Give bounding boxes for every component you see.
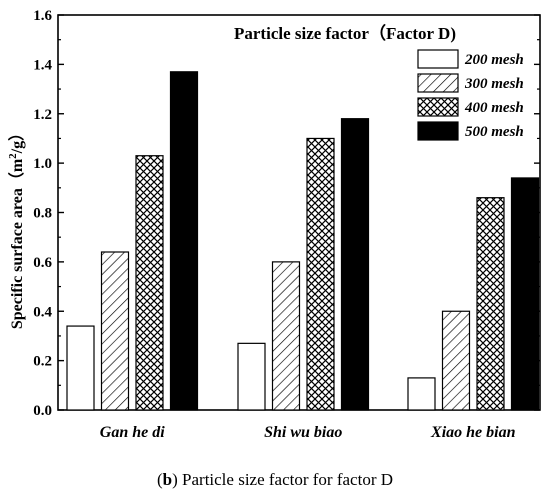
- caption-text: Particle size factor for factor D: [182, 470, 394, 489]
- bar-500-mesh-2: [510, 177, 540, 411]
- y-tick-label: 0.4: [33, 304, 52, 320]
- y-tick-label: 0.2: [33, 354, 52, 370]
- legend-label: 400 mesh: [464, 100, 524, 116]
- bar-400-mesh-1: [306, 137, 335, 411]
- bars-group: [66, 71, 540, 411]
- figure-caption: (b) Particle size factor for factor D: [156, 470, 394, 489]
- legend-swatch: [417, 97, 459, 117]
- legend-swatch: [417, 73, 459, 93]
- bar-400-mesh-0: [135, 155, 164, 411]
- legend: 200 mesh 300 mesh 400 mesh 500 mesh: [417, 49, 524, 141]
- y-tick-label: 1.6: [33, 8, 52, 24]
- bar-200-mesh-1: [237, 342, 266, 411]
- bar-500-mesh-1: [340, 118, 370, 411]
- bar-300-mesh-2: [441, 310, 471, 411]
- legend-swatch: [417, 121, 459, 141]
- bar-200-mesh-2: [407, 377, 436, 411]
- x-axis: Gan he di Shi wu biao Xiao he bian: [100, 424, 516, 441]
- bar-300-mesh-0: [100, 251, 130, 411]
- y-tick-label: 1.2: [33, 107, 52, 123]
- y-axis-label-unit: /g）: [8, 125, 26, 154]
- bar-300-mesh-1: [271, 261, 301, 411]
- y-tick-label: 1.0: [33, 156, 52, 172]
- y-tick-label: 0.0: [33, 403, 52, 419]
- y-axis: 0.0 0.2 0.4 0.6 0.8 1.0 1.2 1.4 1.6: [33, 8, 540, 419]
- x-category-label: Gan he di: [100, 424, 165, 441]
- legend-label: 300 mesh: [464, 76, 524, 92]
- y-axis-label-main: Specific surface area（m: [8, 158, 26, 329]
- y-axis-label: Specific surface area（m2/g）: [7, 125, 26, 329]
- legend-swatch: [417, 49, 459, 69]
- legend-label: 200 mesh: [464, 52, 524, 68]
- legend-label: 500 mesh: [465, 124, 524, 140]
- y-tick-label: 0.8: [33, 206, 52, 222]
- chart-title: Particle size factor（Factor D): [234, 23, 456, 43]
- bar-400-mesh-2: [476, 197, 505, 411]
- caption-tag: b: [162, 470, 173, 489]
- y-axis-label-superscript: 2: [7, 153, 19, 159]
- x-category-label: Shi wu biao: [264, 424, 342, 441]
- x-category-label: Xiao he bian: [430, 424, 516, 441]
- bar-chart: 0.0 0.2 0.4 0.6 0.8 1.0 1.2 1.4 1.6 Gan he di Shi…: [7, 8, 541, 441]
- y-tick-label: 1.4: [33, 57, 52, 73]
- bar-500-mesh-0: [169, 71, 199, 411]
- y-tick-label: 0.6: [33, 255, 52, 271]
- bar-200-mesh-0: [66, 325, 95, 411]
